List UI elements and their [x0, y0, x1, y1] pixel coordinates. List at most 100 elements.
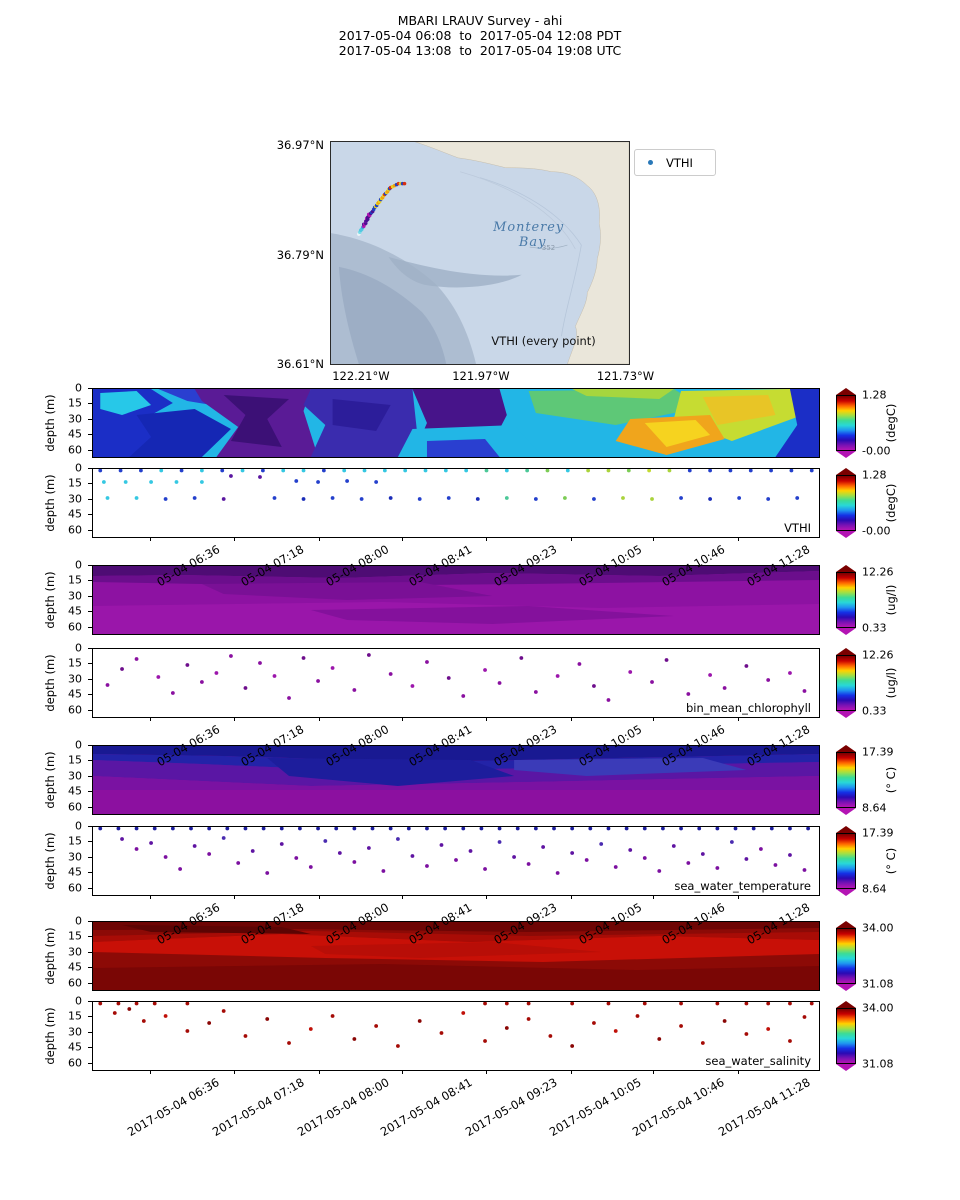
depth-tick-label: 30 [68, 769, 82, 783]
depth-tick-label: 30 [68, 850, 82, 864]
map-depth-contour-label: 352 [542, 244, 555, 252]
time-tick-mark [149, 895, 151, 899]
colorbar-cap-top [836, 921, 856, 928]
chlorophyll-contour-colorbar [836, 565, 856, 635]
panel-row-salinity-contour: depth (m) 0 15 30 45 60 34.00 31.08 [0, 915, 960, 991]
panel-row-chlorophyll-contour: depth (m) 0 15 30 45 60 12.26 0.33 (ug/l) [0, 559, 960, 635]
depth-tick-mark [88, 1001, 92, 1002]
time-tick-mark [233, 895, 235, 899]
time-tick-label: 2017-05-04 06:36 [125, 1075, 222, 1139]
colorbar-min-label: 8.64 [862, 882, 887, 896]
depth-tick-label: 60 [68, 703, 82, 717]
colorbar-max-label: 12.26 [862, 565, 894, 579]
time-tick-mark [318, 717, 320, 721]
colorbar-max-label: 1.28 [862, 468, 887, 482]
vthi-contour-canvas [93, 389, 819, 457]
chlorophyll-contour-canvas [93, 566, 819, 634]
depth-tick-label: 45 [68, 427, 82, 441]
legend-marker-dot [648, 160, 653, 165]
depth-tick-mark [88, 449, 92, 451]
colorbar-min-label: 0.33 [862, 621, 887, 635]
vthi-scatter-canvas [98, 469, 814, 501]
temperature-contour-canvas [93, 746, 819, 814]
depth-tick-mark [88, 611, 92, 613]
survey-time-pdt: 2017-05-04 06:08 to 2017-05-04 12:08 PDT [338, 28, 622, 43]
colorbar-max-label: 34.00 [862, 921, 894, 935]
colorbar-gradient [836, 475, 856, 531]
map-bathymetry-contour-3 [529, 244, 568, 249]
colorbar-min-label: -0.00 [862, 524, 891, 538]
colorbar-cap-bottom [836, 889, 856, 896]
colorbar-cap-bottom [836, 984, 856, 991]
depth-tick-label: 0 [75, 994, 82, 1008]
time-tick-mark [653, 895, 655, 899]
panel-row-temperature-scatter: depth (m) 0 15 30 45 60 sea_water_temperatur… [0, 820, 960, 899]
colorbar-gradient [836, 833, 856, 889]
time-tick-mark [233, 537, 235, 541]
vthi-scatter-plot: VTHI [92, 468, 820, 541]
time-tick-mark [738, 895, 740, 899]
depth-tick-label: 30 [68, 492, 82, 506]
colorbar-cap-bottom [836, 531, 856, 538]
map-lon-tick-label: 121.97°W [452, 369, 510, 383]
time-tick-label: 2017-05-04 08:41 [377, 1075, 475, 1139]
map-bathymetry-contour-2 [460, 171, 576, 250]
depth-tick-mark [88, 760, 92, 762]
depth-tick-label: 45 [68, 865, 82, 879]
depth-tick-mark [88, 951, 92, 953]
depth-axis: 0 15 30 45 60 [0, 915, 92, 991]
map-legend: VTHI [634, 149, 716, 176]
vthi-contour-colorbar [836, 388, 856, 458]
time-tick-mark [149, 717, 151, 721]
colorbar-cap-bottom [836, 1064, 856, 1071]
colorbar-units-label: (° C) [884, 766, 898, 794]
time-tick-label: 2017-05-04 09:23 [462, 1075, 560, 1139]
map-place-name-line2: Bay [518, 235, 546, 250]
temperature-scatter-plot: sea_water_temperature [92, 826, 820, 899]
panel-variable-label: VTHI [784, 521, 811, 535]
chlorophyll-contour-plot [92, 565, 820, 635]
depth-tick-mark [88, 791, 92, 793]
salinity-contour-colorbar [836, 921, 856, 991]
map-lat-tick-label: 36.97°N [276, 138, 324, 153]
depth-tick-label: 15 [68, 1009, 82, 1023]
time-tick-label: 2017-05-04 07:18 [209, 1075, 307, 1139]
time-tick-mark [318, 537, 320, 541]
colorbar-cap-bottom [836, 711, 856, 718]
depth-tick-mark [88, 775, 92, 777]
depth-tick-label: 60 [68, 1056, 82, 1070]
colorbar-gradient [836, 655, 856, 711]
colorbar-gradient [836, 928, 856, 984]
depth-axis: 0 15 30 45 60 [0, 820, 92, 896]
temperature-scatter-canvas [98, 827, 811, 875]
depth-tick-label: 15 [68, 834, 82, 848]
depth-tick-label: 0 [75, 641, 82, 655]
time-tick-mark [149, 1070, 151, 1074]
map-lon-tick-label: 122.21°W [332, 369, 390, 383]
depth-tick-mark [88, 872, 92, 874]
depth-tick-mark [88, 468, 92, 469]
map-canyon-finger [388, 256, 522, 288]
colorbar-cap-bottom [836, 808, 856, 815]
colorbar-units-label: (ug/l) [884, 584, 898, 616]
survey-title: MBARI LRAUV Survey - ahi [397, 13, 563, 28]
chlorophyll-scatter-colorbar [836, 648, 856, 718]
depth-tick-mark [88, 921, 92, 922]
depth-axis: 0 15 30 45 60 [0, 995, 92, 1071]
colorbar-min-label: -0.00 [862, 444, 891, 458]
time-tick-mark [738, 717, 740, 721]
depth-tick-mark [88, 498, 92, 500]
panel-row-vthi-scatter: depth (m) 0 15 30 45 60 VTHI 1.28 -0.00 (deg… [0, 462, 960, 541]
depth-tick-label: 45 [68, 604, 82, 618]
depth-tick-label: 60 [68, 881, 82, 895]
time-tick-mark [653, 1070, 655, 1074]
depth-tick-mark [88, 826, 92, 827]
time-tick-mark [653, 717, 655, 721]
vthi-scatter-colorbar [836, 468, 856, 538]
map-inner-label: VTHI (every point) [491, 334, 595, 348]
time-tick-mark [653, 537, 655, 541]
map-panel: Monterey Bay 352 VTHI (every point) [330, 141, 630, 365]
time-axis-labels-bottom: 2017-05-04 06:36 2017-05-04 07:18 2017-05-… [0, 1073, 960, 1139]
time-tick-mark [318, 895, 320, 899]
